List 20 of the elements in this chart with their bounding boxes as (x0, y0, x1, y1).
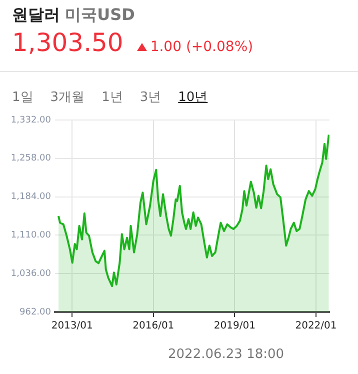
chart-subtitle: 미국USD (65, 5, 135, 24)
text: 2022.06.23 18:00 (168, 347, 284, 362)
y-tick-label: 1,332.00 (10, 115, 52, 126)
chart-title: 원달러 (12, 5, 60, 24)
y-tick-label: 1,036.00 (10, 268, 52, 279)
y-tick-label: 1,110.00 (10, 230, 52, 241)
y-tick-label: 1,184.00 (10, 192, 52, 202)
x-tick-label: 2016/01 (132, 320, 174, 332)
text: 1,303.50 (12, 28, 124, 57)
text: 3개월 (50, 89, 85, 106)
y-tick-label: 962.00 (20, 307, 52, 318)
text: 10년 (178, 89, 208, 106)
x-tick-label: 2013/01 (51, 320, 93, 332)
text: 1.00 (+0.08%) (150, 39, 254, 55)
text: 1년 (102, 89, 123, 106)
x-tick-label: 2019/01 (214, 320, 256, 332)
text: 1일 (12, 89, 34, 106)
y-tick-label: 1,258.00 (10, 154, 52, 164)
text: 3년 (140, 89, 162, 106)
x-tick-label: 2022/01 (295, 320, 337, 332)
